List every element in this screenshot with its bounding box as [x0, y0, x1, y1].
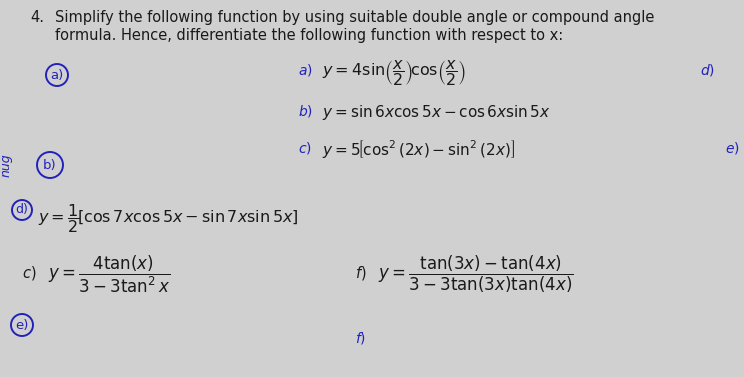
Text: 4.: 4.	[30, 10, 44, 25]
Text: $y = \dfrac{4\tan(x)}{3 - 3\tan^2 x}$: $y = \dfrac{4\tan(x)}{3 - 3\tan^2 x}$	[48, 254, 170, 295]
Text: $y = 4\sin\!\left(\dfrac{x}{2}\right)\!\cos\!\left(\dfrac{x}{2}\right)$: $y = 4\sin\!\left(\dfrac{x}{2}\right)\!\…	[322, 58, 466, 88]
Text: $y = \dfrac{1}{2}\!\left[\cos 7x\cos 5x - \sin 7x\sin 5x\right]$: $y = \dfrac{1}{2}\!\left[\cos 7x\cos 5x …	[38, 202, 298, 235]
Text: a): a)	[51, 69, 64, 81]
Text: $c)$: $c)$	[22, 264, 36, 282]
Text: $f)$: $f)$	[355, 330, 366, 346]
Text: $f)$: $f)$	[355, 264, 367, 282]
Text: $y = \dfrac{\tan(3x) - \tan(4x)}{3 - 3\tan(3x)\tan(4x)}$: $y = \dfrac{\tan(3x) - \tan(4x)}{3 - 3\t…	[378, 254, 574, 295]
Text: $d)$: $d)$	[700, 62, 715, 78]
Text: $c)$: $c)$	[298, 140, 312, 156]
Text: nug: nug	[0, 153, 13, 177]
Text: Simplify the following function by using suitable double angle or compound angle: Simplify the following function by using…	[55, 10, 655, 25]
Text: $y = 5\!\left[\cos^2(2x) - \sin^2(2x)\right]$: $y = 5\!\left[\cos^2(2x) - \sin^2(2x)\ri…	[322, 138, 515, 160]
Text: $e)$: $e)$	[725, 140, 740, 156]
Text: e): e)	[16, 319, 29, 331]
Text: formula. Hence, differentiate the following function with respect to x:: formula. Hence, differentiate the follow…	[55, 28, 563, 43]
Text: b): b)	[43, 158, 57, 172]
Text: d): d)	[16, 204, 28, 216]
Text: $a)$: $a)$	[298, 62, 312, 78]
Text: $b)$: $b)$	[298, 103, 313, 119]
Text: $y = \sin 6x\cos 5x - \cos 6x\sin 5x$: $y = \sin 6x\cos 5x - \cos 6x\sin 5x$	[322, 103, 551, 122]
